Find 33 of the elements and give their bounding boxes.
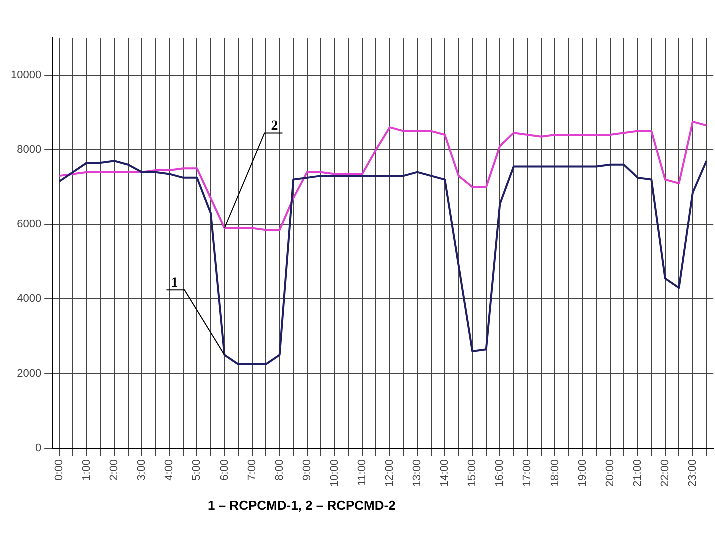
x-tick-label: 5:00 — [191, 459, 204, 481]
annotation: 2 — [271, 118, 278, 134]
x-tick-label: 2:00 — [108, 459, 121, 481]
x-tick-label: 18:00 — [549, 459, 562, 488]
text: 1 – RCPCMD-1, 2 – RCPCMD-2 — [208, 498, 397, 513]
x-tick-label: 6:00 — [218, 459, 231, 481]
x-tick-label: 10:00 — [328, 459, 341, 488]
x-tick-label: 1:00 — [81, 459, 94, 481]
x-tick-label: 21:00 — [632, 459, 644, 488]
y-tick-label: 8000 — [17, 144, 42, 156]
annotation: 1 — [171, 276, 178, 291]
y-tick-label: 6000 — [17, 218, 42, 231]
x-tick-label: 9:00 — [301, 459, 314, 481]
x-tick-label: 16:00 — [494, 459, 506, 488]
x-tick-label: 14:00 — [439, 459, 452, 488]
x-tick-label: 13:00 — [412, 459, 424, 488]
x-tick-label: 20:00 — [604, 459, 616, 488]
x-tick-label: 12:00 — [384, 459, 396, 488]
x-tick-label: 17:00 — [522, 459, 534, 488]
y-tick-label: 10000 — [10, 69, 42, 82]
x-tick-label: 23:00 — [686, 459, 699, 488]
y-tick-label: 2000 — [17, 368, 42, 380]
y-tick-label: 4000 — [17, 293, 42, 306]
x-tick-label: 7:00 — [246, 459, 258, 481]
x-tick-label: 22:00 — [659, 459, 672, 488]
x-tick-label: 4:00 — [164, 459, 176, 481]
y-tick-label: 0 — [35, 442, 42, 455]
x-tick-label: 3:00 — [136, 459, 148, 481]
x-tick-label: 11:00 — [356, 459, 368, 486]
x-tick-label: 0:00 — [54, 459, 66, 481]
x-tick-label: 8:00 — [274, 459, 286, 481]
x-tick-label: 19:00 — [576, 459, 589, 488]
x-tick-label: 15:00 — [466, 459, 479, 488]
